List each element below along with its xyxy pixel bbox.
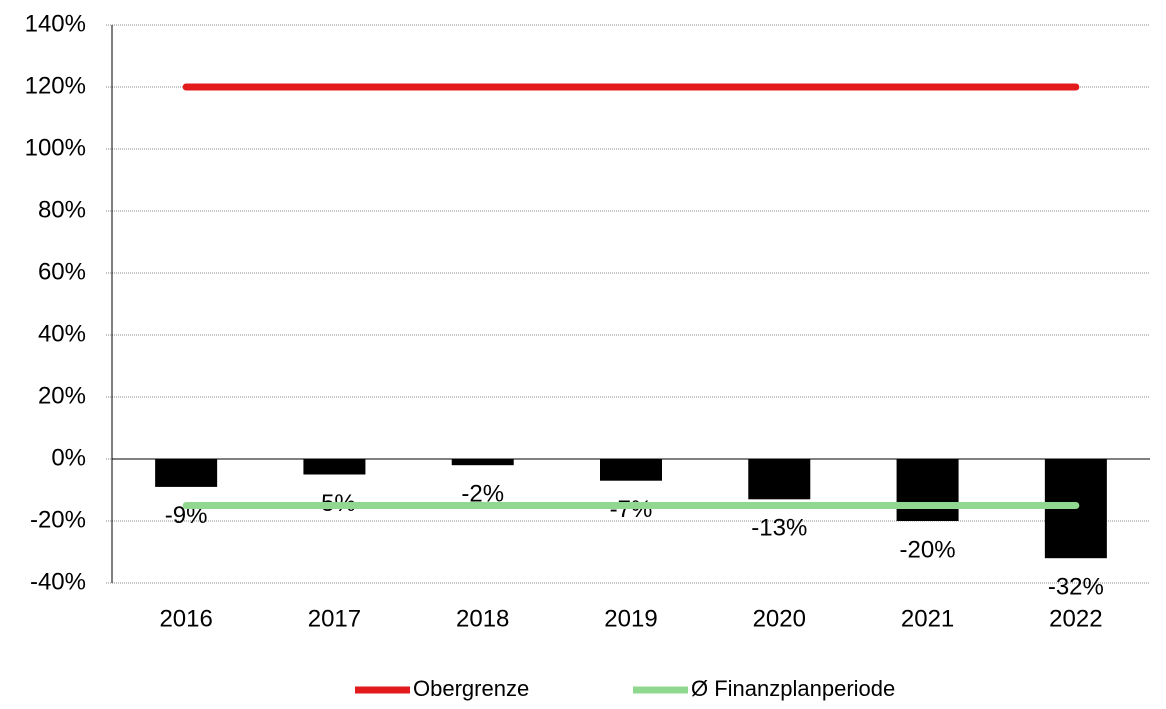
legend-label: Obergrenze	[413, 676, 529, 701]
bar	[303, 459, 366, 475]
bar	[748, 459, 811, 500]
y-tick-label: 80%	[38, 196, 86, 223]
x-tick-label: 2020	[753, 605, 806, 632]
y-tick-label: 60%	[38, 258, 86, 285]
y-tick-label: 100%	[25, 134, 86, 161]
x-tick-label: 2016	[159, 605, 212, 632]
y-tick-label: 40%	[38, 320, 86, 347]
y-tick-label: 120%	[25, 72, 86, 99]
legend-label: Ø Finanzplanperiode	[691, 676, 895, 701]
data-label: -20%	[900, 536, 956, 563]
y-tick-label: 0%	[51, 444, 86, 471]
x-tick-label: 2017	[308, 605, 361, 632]
data-label: -7%	[610, 496, 653, 523]
data-label: -32%	[1048, 574, 1104, 601]
bar	[451, 459, 514, 466]
y-tick-label: 140%	[25, 10, 86, 37]
x-tick-label: 2022	[1049, 605, 1102, 632]
data-label: -13%	[751, 515, 807, 542]
x-tick-label: 2021	[901, 605, 954, 632]
bar	[896, 459, 959, 521]
x-tick-label: 2019	[604, 605, 657, 632]
bar	[600, 459, 662, 481]
bar	[155, 459, 218, 487]
x-tick-label: 2018	[456, 605, 509, 632]
y-tick-label: -40%	[30, 568, 86, 595]
y-tick-label: -20%	[30, 506, 86, 533]
y-tick-label: 20%	[38, 382, 86, 409]
